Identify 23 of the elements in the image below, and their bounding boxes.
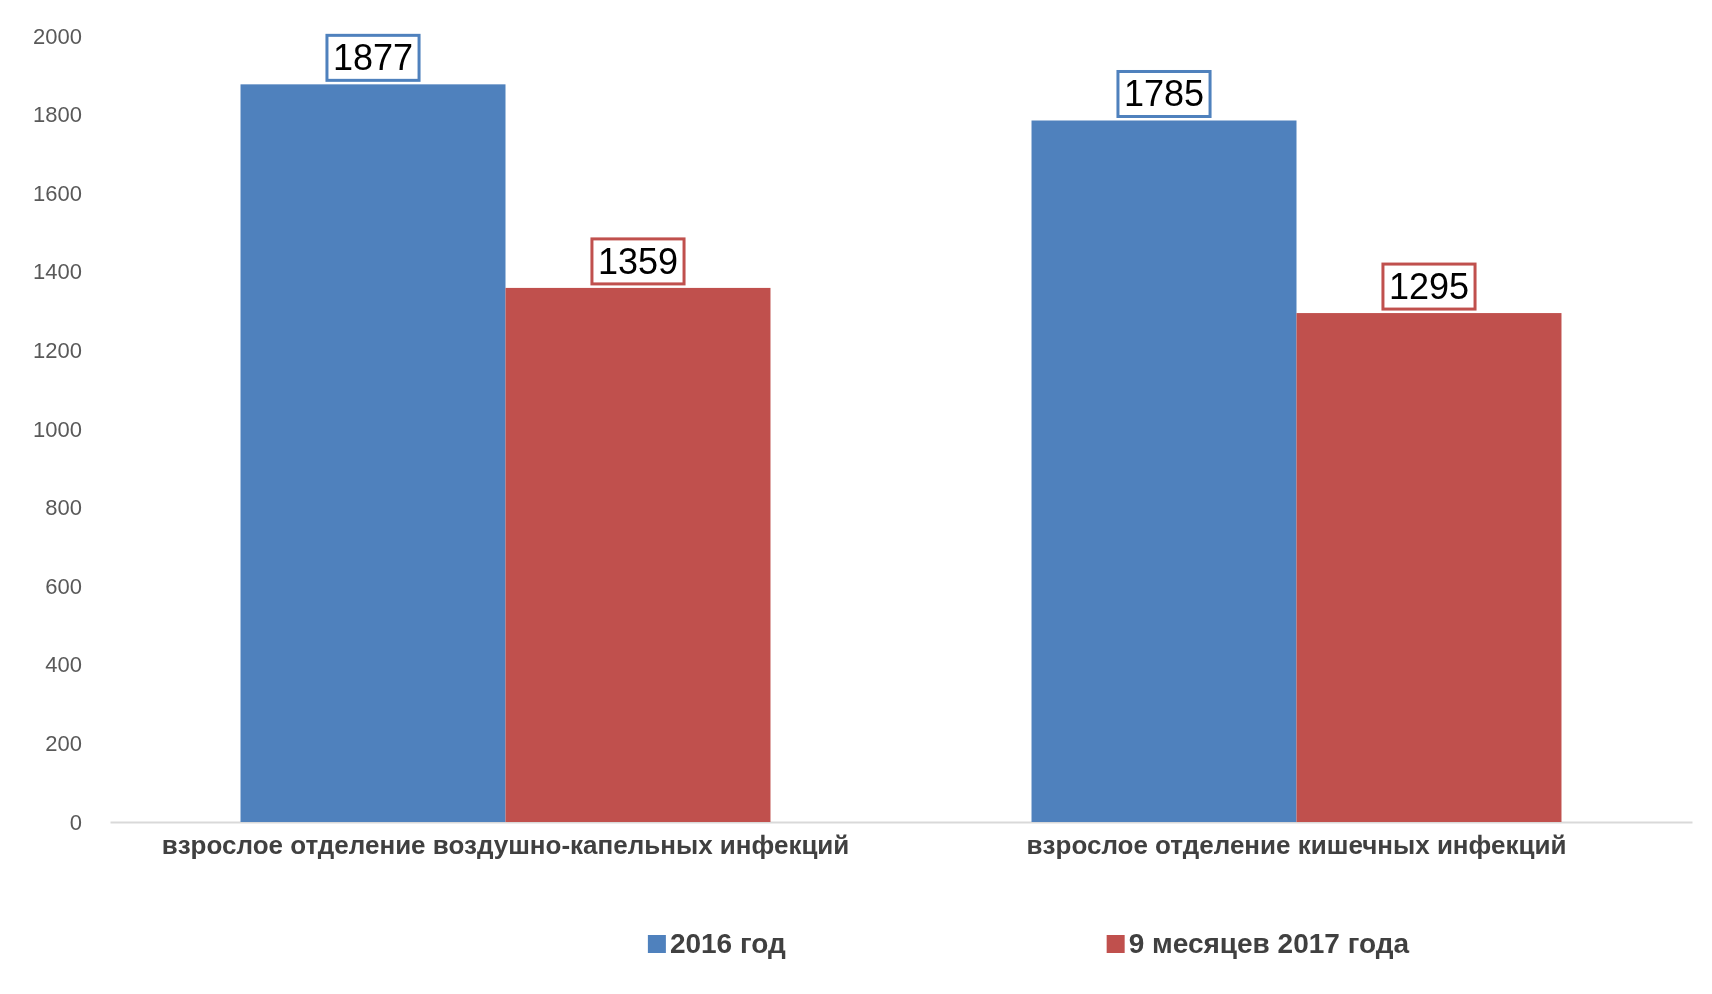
y-tick-label: 1800 bbox=[33, 102, 82, 128]
y-tick-label: 2000 bbox=[33, 23, 82, 49]
y-tick-label: 1600 bbox=[33, 180, 82, 206]
data-label: 1785 bbox=[1123, 73, 1205, 115]
data-label: 1295 bbox=[1388, 266, 1470, 308]
data-label: 1359 bbox=[597, 240, 679, 282]
y-tick-label: 400 bbox=[45, 652, 82, 678]
legend-label: 2016 год bbox=[669, 928, 786, 959]
x-tick-label: взрослое отделение кишечных инфекций bbox=[1026, 830, 1567, 861]
y-tick-label: 600 bbox=[45, 573, 82, 599]
y-tick-label: 1200 bbox=[33, 337, 82, 363]
y-tick-label: 200 bbox=[45, 730, 82, 756]
y-tick-label: 0 bbox=[69, 809, 82, 835]
y-tick-label: 1400 bbox=[33, 259, 82, 285]
bar bbox=[1296, 313, 1562, 822]
bar bbox=[1031, 120, 1297, 822]
bar bbox=[240, 84, 506, 822]
y-tick-label: 1000 bbox=[33, 416, 82, 442]
data-label: 1877 bbox=[332, 37, 414, 79]
x-tick-label: взрослое отделение воздушно-капельных инфекций bbox=[161, 830, 850, 861]
y-tick-label: 800 bbox=[45, 495, 82, 521]
bar bbox=[505, 287, 771, 822]
legend-label: 9 месяцев 2017 года bbox=[1128, 928, 1410, 959]
